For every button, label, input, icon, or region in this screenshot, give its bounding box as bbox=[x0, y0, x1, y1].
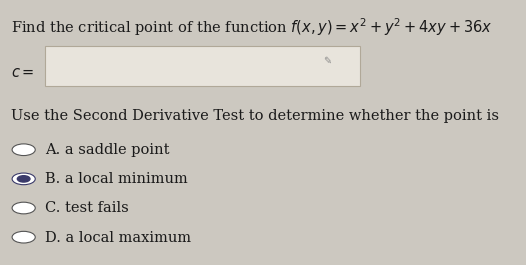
Text: C. test fails: C. test fails bbox=[45, 201, 128, 215]
Text: B. a local minimum: B. a local minimum bbox=[45, 172, 187, 186]
Circle shape bbox=[12, 173, 35, 185]
Circle shape bbox=[12, 202, 35, 214]
FancyBboxPatch shape bbox=[45, 46, 360, 86]
Circle shape bbox=[17, 176, 30, 182]
Text: A. a saddle point: A. a saddle point bbox=[45, 143, 169, 157]
Text: ✎: ✎ bbox=[323, 56, 331, 66]
Text: Find the critical point of the function $f(x,y)=x^2+y^2+4xy+36x$: Find the critical point of the function … bbox=[11, 16, 492, 38]
Circle shape bbox=[12, 144, 35, 156]
Text: $c=$: $c=$ bbox=[11, 66, 34, 80]
Text: Use the Second Derivative Test to determine whether the point is: Use the Second Derivative Test to determ… bbox=[11, 109, 499, 123]
Circle shape bbox=[12, 231, 35, 243]
Text: D. a local maximum: D. a local maximum bbox=[45, 231, 191, 245]
